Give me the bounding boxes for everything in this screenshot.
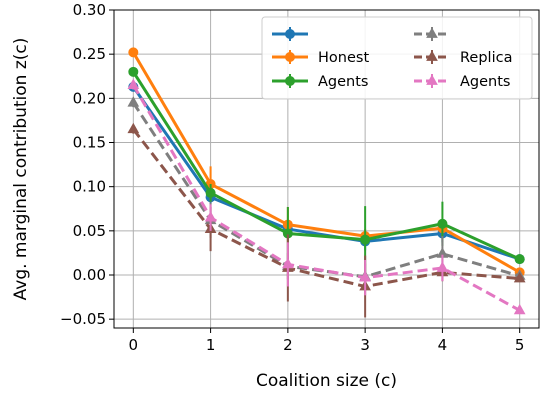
legend-swatch-marker bbox=[285, 52, 295, 62]
x-tick-label: 3 bbox=[360, 336, 370, 354]
data-point bbox=[359, 271, 371, 282]
legend: Honest Agents Replica Agents bbox=[261, 16, 533, 100]
legend-box bbox=[261, 16, 533, 100]
y-axis-label: Avg. marginal contribution z(c) bbox=[11, 38, 31, 301]
series-line bbox=[132, 51, 521, 274]
series-line bbox=[132, 71, 521, 261]
legend-swatch-marker bbox=[285, 29, 295, 39]
legend-swatch-marker bbox=[285, 76, 295, 86]
data-point bbox=[436, 261, 449, 272]
x-tick-label: 5 bbox=[515, 336, 525, 354]
series-5 bbox=[127, 78, 526, 315]
y-tick-label: −0.05 bbox=[60, 310, 106, 328]
y-tick-label: 0.25 bbox=[73, 45, 106, 63]
legend-label: Agents bbox=[318, 74, 368, 90]
legend-entry: Replica bbox=[414, 50, 512, 66]
legend-label: Replica bbox=[460, 50, 512, 66]
legend-entry bbox=[272, 27, 308, 41]
data-point bbox=[282, 228, 293, 239]
data-point bbox=[514, 254, 525, 265]
data-point bbox=[282, 257, 294, 269]
legend-entry: Agents bbox=[272, 74, 368, 90]
data-point bbox=[204, 211, 217, 222]
series-line bbox=[132, 84, 521, 312]
legend-label: Agents bbox=[460, 74, 510, 90]
data-point bbox=[513, 272, 526, 283]
y-tick-label: 0.10 bbox=[73, 178, 106, 196]
y-tick-label: 0.20 bbox=[73, 89, 106, 107]
data-point bbox=[127, 122, 140, 134]
y-tick-label: 0.30 bbox=[73, 1, 106, 19]
x-tick-label: 4 bbox=[438, 336, 448, 354]
series-layer bbox=[127, 47, 526, 318]
data-point bbox=[128, 66, 139, 77]
x-tick-label: 2 bbox=[283, 336, 293, 354]
legend-swatch-marker bbox=[426, 74, 438, 85]
y-tick-label: 0.05 bbox=[73, 222, 106, 240]
data-point bbox=[436, 247, 449, 258]
data-point bbox=[127, 78, 140, 89]
legend-entry: Agents bbox=[414, 74, 510, 90]
data-point bbox=[513, 303, 526, 315]
data-point bbox=[127, 96, 140, 107]
y-tick-label: 0.00 bbox=[73, 266, 106, 284]
legend-entry bbox=[414, 27, 450, 41]
data-point bbox=[360, 234, 371, 245]
axis-ticks: 0 1 2 3 4 5 −0.05 0.00 0.05 0.10 0.15 0.20 0.25 0.30 bbox=[60, 1, 524, 354]
y-tick-label: 0.15 bbox=[73, 134, 106, 152]
legend-swatch-marker bbox=[426, 50, 438, 61]
legend-swatch-marker bbox=[426, 27, 438, 38]
legend-label: Honest bbox=[318, 50, 369, 66]
x-tick-label: 0 bbox=[129, 336, 139, 354]
data-point bbox=[128, 47, 139, 58]
legend-entry: Honest bbox=[272, 50, 369, 66]
x-tick-label: 1 bbox=[206, 336, 216, 354]
data-point bbox=[437, 218, 448, 229]
data-point bbox=[205, 187, 216, 198]
x-axis-label: Coalition size (c) bbox=[256, 371, 397, 391]
plot-frame bbox=[113, 9, 540, 329]
